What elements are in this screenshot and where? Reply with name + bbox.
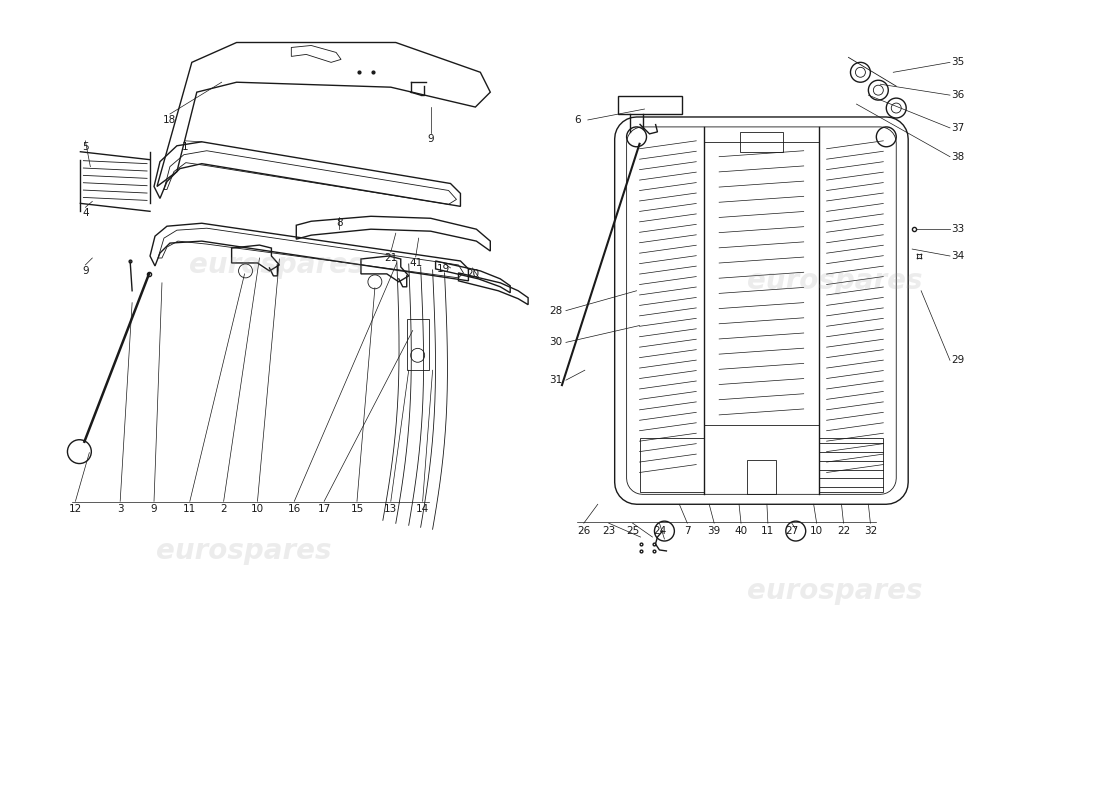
Text: 25: 25 bbox=[626, 526, 639, 536]
Bar bbox=[747, 459, 777, 494]
Text: 27: 27 bbox=[785, 526, 799, 536]
Text: 19: 19 bbox=[437, 264, 450, 274]
Text: 31: 31 bbox=[549, 375, 562, 385]
Text: 1: 1 bbox=[182, 142, 188, 152]
Text: 30: 30 bbox=[549, 338, 562, 347]
Text: 18: 18 bbox=[163, 115, 177, 125]
Text: 8: 8 bbox=[336, 218, 342, 228]
Text: 2: 2 bbox=[220, 504, 227, 514]
Text: eurospares: eurospares bbox=[747, 267, 922, 295]
Text: 28: 28 bbox=[549, 306, 562, 316]
Text: 15: 15 bbox=[351, 504, 364, 514]
Text: 13: 13 bbox=[384, 504, 397, 514]
Text: 29: 29 bbox=[952, 355, 965, 366]
Text: 9: 9 bbox=[82, 266, 89, 276]
Text: 36: 36 bbox=[952, 90, 965, 100]
Text: 6: 6 bbox=[574, 115, 581, 125]
Text: 38: 38 bbox=[952, 152, 965, 162]
Text: 23: 23 bbox=[602, 526, 615, 536]
Text: 20: 20 bbox=[465, 269, 478, 279]
Bar bbox=[407, 318, 429, 370]
Bar bbox=[818, 438, 883, 492]
Text: 17: 17 bbox=[318, 504, 331, 514]
Text: 37: 37 bbox=[952, 123, 965, 133]
Text: 10: 10 bbox=[810, 526, 823, 536]
Bar bbox=[618, 96, 682, 114]
Text: 22: 22 bbox=[837, 526, 850, 536]
Text: 5: 5 bbox=[82, 142, 89, 152]
Text: 35: 35 bbox=[952, 58, 965, 67]
Text: 9: 9 bbox=[427, 134, 433, 144]
Text: 7: 7 bbox=[684, 526, 691, 536]
Text: 16: 16 bbox=[288, 504, 301, 514]
Text: eurospares: eurospares bbox=[156, 537, 331, 565]
Text: 41: 41 bbox=[409, 258, 422, 268]
Text: 24: 24 bbox=[652, 526, 667, 536]
Text: 21: 21 bbox=[384, 253, 397, 263]
Bar bbox=[639, 438, 704, 492]
Text: 40: 40 bbox=[735, 526, 748, 536]
Text: 12: 12 bbox=[69, 504, 82, 514]
Text: 4: 4 bbox=[82, 208, 89, 218]
Text: 34: 34 bbox=[952, 251, 965, 261]
Text: 11: 11 bbox=[184, 504, 197, 514]
Text: eurospares: eurospares bbox=[747, 577, 922, 605]
Text: 14: 14 bbox=[416, 504, 429, 514]
Text: 39: 39 bbox=[707, 526, 721, 536]
Bar bbox=[739, 132, 783, 152]
Text: 26: 26 bbox=[578, 526, 591, 536]
Text: eurospares: eurospares bbox=[188, 251, 364, 279]
Text: 3: 3 bbox=[117, 504, 123, 514]
Text: 11: 11 bbox=[761, 526, 774, 536]
Text: 32: 32 bbox=[864, 526, 877, 536]
Text: 9: 9 bbox=[151, 504, 157, 514]
Text: 10: 10 bbox=[251, 504, 264, 514]
Text: 33: 33 bbox=[952, 224, 965, 234]
